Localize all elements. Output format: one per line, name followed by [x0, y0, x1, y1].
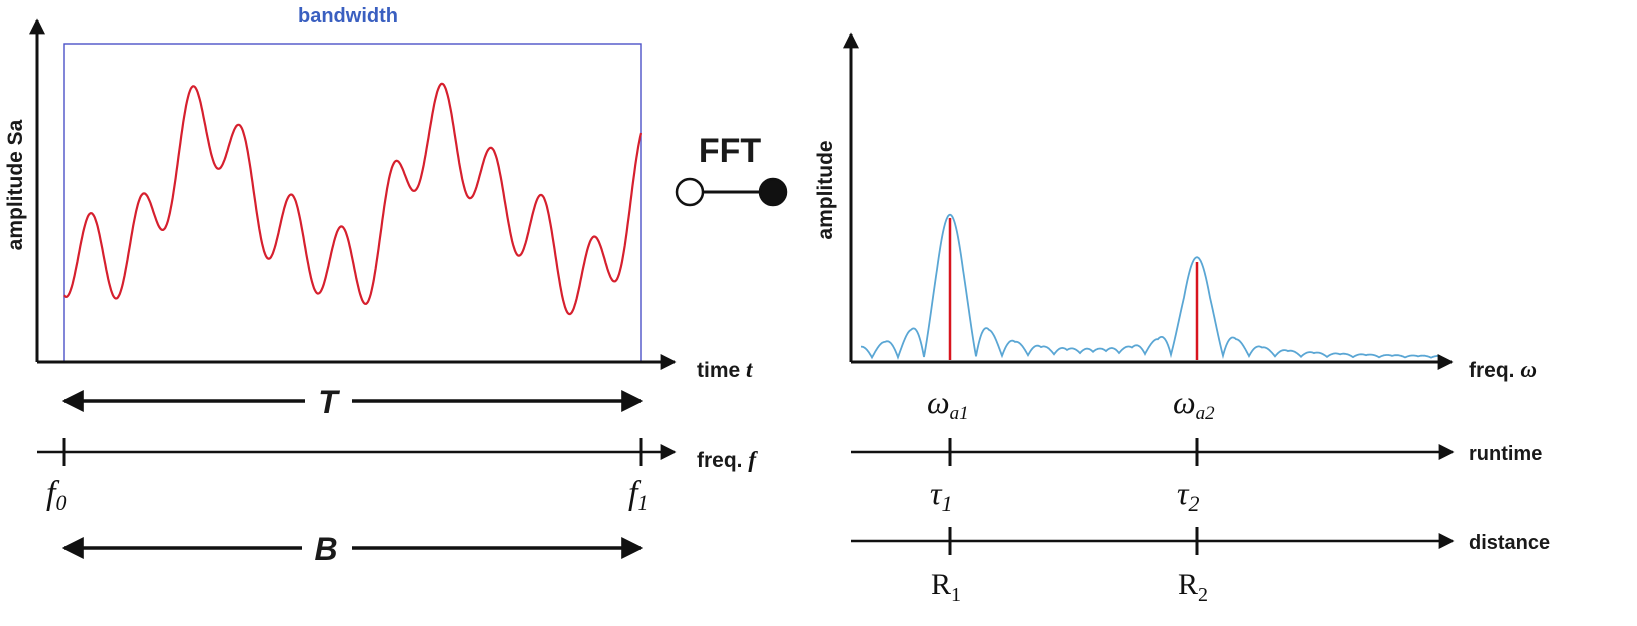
freq-omega-axis-label: freq. ω	[1469, 357, 1537, 382]
f0-label: f0	[46, 475, 66, 515]
fft-label: FFT	[699, 132, 762, 170]
correspondence-icon	[675, 177, 788, 207]
y-axis-label: amplitude Sa	[4, 119, 27, 250]
distance-label: distance	[1469, 532, 1550, 554]
f1-label: f1	[628, 475, 648, 515]
fft-transform: FFT	[675, 132, 788, 207]
beat-frequency-spectrum	[861, 213, 1440, 360]
omega-a2-label: ωa2	[1173, 384, 1215, 424]
frequency-domain-panel: amplitude freq. ω ωa1 ωa2 runtime τ1 τ2 …	[814, 32, 1550, 606]
r2-label: R2	[1178, 568, 1208, 606]
omega-a1-label: ωa1	[927, 384, 969, 424]
peak-markers	[948, 218, 1199, 360]
x-axis-label: time t	[697, 357, 753, 382]
bandwidth-span-label: B	[314, 531, 337, 567]
runtime-label: runtime	[1469, 443, 1542, 465]
bandwidth-label: bandwidth	[298, 5, 398, 27]
chirp-signal-waveform	[63, 82, 643, 316]
tau1-label: τ1	[930, 475, 952, 516]
freq-f-axis-label: freq. f	[697, 447, 758, 472]
period-label: T	[318, 384, 340, 420]
tau2-label: τ2	[1177, 475, 1199, 516]
amplitude-axis-label: amplitude	[814, 140, 837, 239]
r1-label: R1	[931, 568, 961, 606]
time-domain-panel: bandwidth amplitude Sa time t T freq. f …	[4, 5, 758, 567]
